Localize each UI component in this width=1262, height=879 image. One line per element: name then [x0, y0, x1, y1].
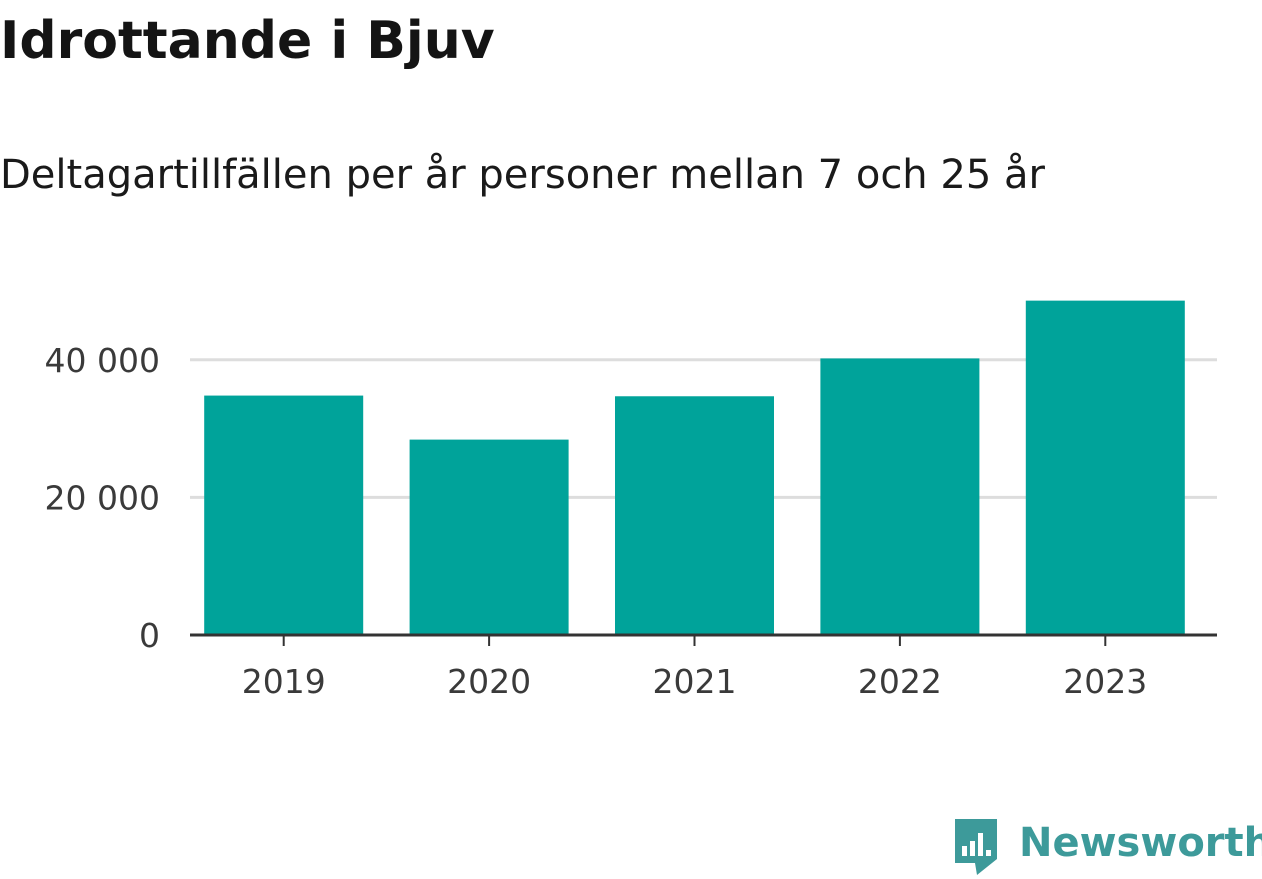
brand-name: Newsworthy — [1019, 820, 1262, 866]
x-tick-label: 2020 — [447, 662, 531, 701]
newsworthy-bar-chart-icon — [955, 819, 997, 875]
x-axis — [190, 633, 1217, 646]
chart-title: Idrottande i Bjuv — [0, 11, 495, 71]
x-tick-label: 2023 — [1063, 662, 1147, 701]
x-tick-label: 2019 — [242, 662, 326, 701]
bar-2022 — [820, 358, 980, 635]
x-tick-label: 2021 — [653, 662, 737, 701]
y-tick-label: 40 000 — [45, 341, 160, 380]
x-tick-label: 2022 — [858, 662, 942, 701]
bar-2023 — [1025, 300, 1185, 635]
y-axis-tick-labels: 0 20 000 40 000 — [45, 341, 160, 655]
chart-subtitle: Deltagartillfällen per år personer mella… — [0, 152, 1045, 198]
bar-2020 — [409, 439, 569, 635]
x-axis-tick-labels: 2019 2020 2021 2022 2023 — [242, 662, 1148, 701]
bar-2019 — [204, 395, 364, 635]
bar-2021 — [615, 396, 774, 635]
newsworthy-logo: Newsworthy — [951, 815, 1262, 879]
bars — [204, 300, 1185, 635]
y-tick-label: 20 000 — [45, 478, 160, 517]
y-tick-label: 0 — [139, 616, 160, 655]
